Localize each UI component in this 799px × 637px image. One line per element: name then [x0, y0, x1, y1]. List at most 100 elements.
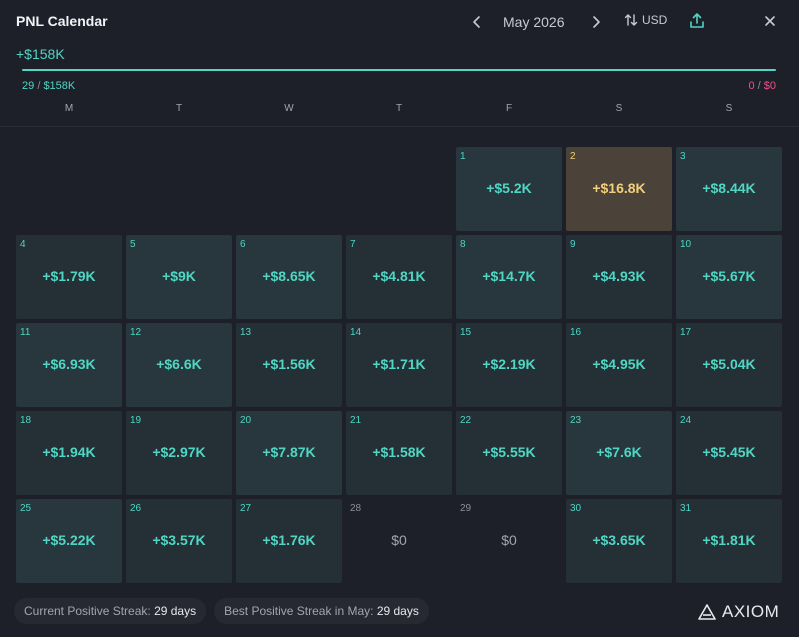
day-cell[interactable]: 16 +$4.95K	[566, 323, 672, 407]
day-pnl: +$1.58K	[372, 444, 426, 460]
axiom-logo-icon	[698, 604, 716, 620]
day-pnl: +$6.6K	[156, 356, 202, 372]
day-number: 14	[350, 327, 362, 338]
pnl-progress-bar	[22, 69, 776, 71]
day-number: 29	[460, 503, 472, 514]
day-pnl: +$1.94K	[42, 444, 96, 460]
empty-cell	[236, 147, 342, 231]
day-number: 27	[240, 503, 252, 514]
day-pnl: +$4.93K	[592, 268, 646, 284]
day-cell[interactable]: 23 +$7.6K	[566, 411, 672, 495]
day-pnl: +$3.65K	[592, 532, 646, 548]
day-cell[interactable]: 11 +$6.93K	[16, 323, 122, 407]
day-cell[interactable]: 9 +$4.93K	[566, 235, 672, 319]
best-streak-label: Best Positive Streak in May:	[224, 604, 374, 618]
currency-toggle[interactable]: USD	[624, 13, 667, 27]
day-cell[interactable]: 26 +$3.57K	[126, 499, 232, 583]
day-pnl: +$1.81K	[702, 532, 756, 548]
day-number: 6	[240, 239, 246, 250]
sort-arrows-icon	[624, 14, 638, 26]
day-cell[interactable]: 18 +$1.94K	[16, 411, 122, 495]
positive-days-count: 29	[22, 80, 35, 92]
day-number: 17	[680, 327, 692, 338]
day-cell[interactable]: 25 +$5.22K	[16, 499, 122, 583]
share-icon	[690, 13, 704, 28]
day-pnl: +$7.87K	[262, 444, 316, 460]
day-cell[interactable]: 21 +$1.58K	[346, 411, 452, 495]
day-number: 26	[130, 503, 142, 514]
day-number: 16	[570, 327, 582, 338]
day-cell[interactable]: 30 +$3.65K	[566, 499, 672, 583]
header-divider	[0, 126, 799, 127]
weekday-label: S	[725, 103, 733, 114]
brand-logo: AXIOM	[698, 602, 779, 622]
day-cell[interactable]: 13 +$1.56K	[236, 323, 342, 407]
day-pnl: +$3.57K	[152, 532, 206, 548]
currency-label: USD	[642, 13, 668, 27]
day-number: 3	[680, 151, 686, 162]
day-cell[interactable]: 19 +$2.97K	[126, 411, 232, 495]
brand-name: AXIOM	[722, 602, 780, 621]
day-cell[interactable]: 31 +$1.81K	[676, 499, 782, 583]
day-cell[interactable]: 10 +$5.67K	[676, 235, 782, 319]
day-pnl: +$5.22K	[42, 532, 96, 548]
month-label: May 2026	[503, 14, 565, 30]
day-number: 22	[460, 415, 472, 426]
day-pnl: +$5.45K	[702, 444, 756, 460]
day-pnl: +$5.55K	[482, 444, 536, 460]
day-number: 4	[20, 239, 26, 250]
weekday-header: M T W T F S S	[14, 103, 784, 114]
close-button[interactable]	[762, 13, 778, 29]
day-pnl: +$8.44K	[702, 180, 756, 196]
day-pnl: +$1.76K	[262, 532, 316, 548]
negative-days-stat: 0 / $0	[748, 80, 776, 92]
day-cell[interactable]: 7 +$4.81K	[346, 235, 452, 319]
current-streak-badge: Current Positive Streak: 29 days	[14, 598, 207, 624]
page-title: PNL Calendar	[16, 13, 108, 29]
day-pnl: +$9K	[162, 268, 196, 284]
day-cell[interactable]: 5 +$9K	[126, 235, 232, 319]
day-cell[interactable]: 1 +$5.2K	[456, 147, 562, 231]
day-cell[interactable]: 12 +$6.6K	[126, 323, 232, 407]
day-cell[interactable]: 20 +$7.87K	[236, 411, 342, 495]
day-cell[interactable]: 28 $0	[346, 499, 452, 583]
day-pnl: +$8.65K	[262, 268, 316, 284]
day-number: 31	[680, 503, 692, 514]
close-icon	[765, 16, 775, 26]
day-cell[interactable]: 6 +$8.65K	[236, 235, 342, 319]
day-cell[interactable]: 2 +$16.8K	[566, 147, 672, 231]
day-cell[interactable]: 29 $0	[456, 499, 562, 583]
current-streak-value: 29 days	[154, 604, 197, 618]
day-number: 11	[20, 327, 31, 338]
day-cell[interactable]: 14 +$1.71K	[346, 323, 452, 407]
weekday-label: F	[505, 103, 513, 114]
day-pnl: +$5.2K	[486, 180, 532, 196]
day-number: 24	[680, 415, 692, 426]
day-cell[interactable]: 4 +$1.79K	[16, 235, 122, 319]
day-number: 9	[570, 239, 576, 250]
day-cell[interactable]: 8 +$14.7K	[456, 235, 562, 319]
day-pnl: +$14.7K	[482, 268, 536, 284]
weekday-label: S	[615, 103, 623, 114]
day-cell[interactable]: 27 +$1.76K	[236, 499, 342, 583]
day-cell[interactable]: 3 +$8.44K	[676, 147, 782, 231]
weekday-label: W	[284, 103, 294, 114]
negative-amount: $0	[763, 80, 776, 92]
calendar-grid: 1 +$5.2K 2 +$16.8K 3 +$8.44K 4 +$1.79K 5 +$9K 6 +$8…	[16, 147, 782, 583]
day-pnl: +$16.8K	[592, 180, 646, 196]
day-number: 18	[20, 415, 32, 426]
prev-month-button[interactable]	[470, 12, 484, 32]
day-cell[interactable]: 22 +$5.55K	[456, 411, 562, 495]
negative-separator: /	[757, 80, 761, 92]
calendar-header: PNL Calendar May 2026 USD	[0, 0, 799, 44]
best-streak-badge: Best Positive Streak in May: 29 days	[214, 598, 429, 624]
day-cell[interactable]: 17 +$5.04K	[676, 323, 782, 407]
day-number: 2	[570, 151, 576, 162]
negative-days-count: 0	[748, 80, 755, 92]
next-month-button[interactable]	[589, 12, 603, 32]
day-pnl: +$5.04K	[702, 356, 756, 372]
day-cell[interactable]: 15 +$2.19K	[456, 323, 562, 407]
day-number: 5	[130, 239, 136, 250]
day-cell[interactable]: 24 +$5.45K	[676, 411, 782, 495]
share-button[interactable]	[689, 12, 705, 30]
